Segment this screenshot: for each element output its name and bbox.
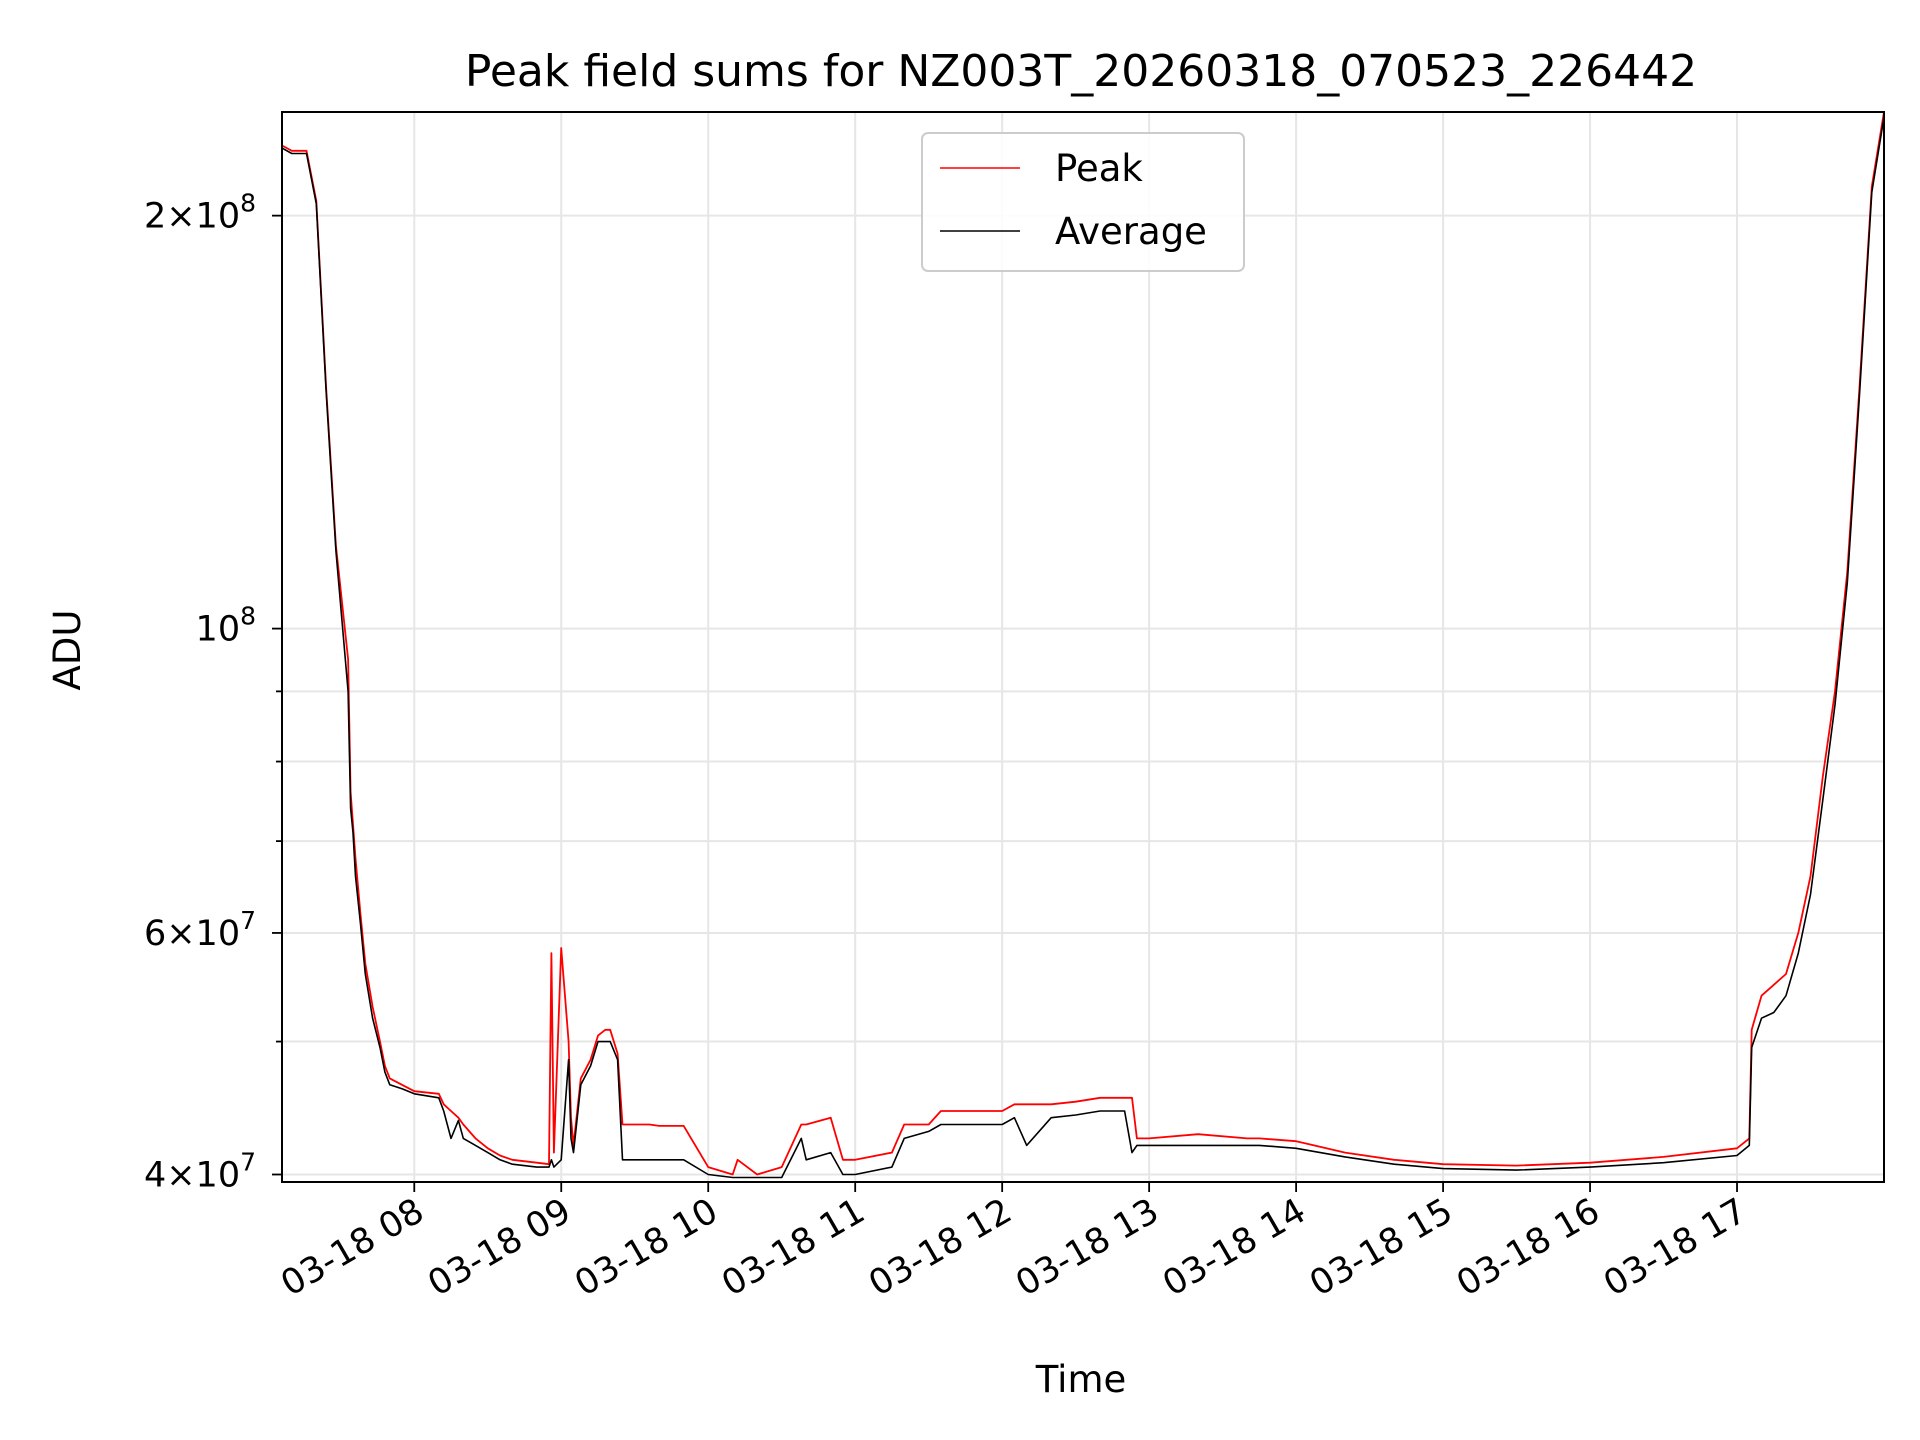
y-tick-label: 108: [196, 602, 256, 650]
legend-label-average: Average: [1055, 210, 1207, 253]
legend-label-peak: Peak: [1055, 147, 1143, 190]
y-axis-label: ADU: [46, 610, 89, 691]
plot-frame: [281, 111, 1885, 1183]
x-axis-label: Time: [1035, 1358, 1127, 1401]
series-lines: [281, 111, 1885, 1179]
y-tick-label: 4×107: [144, 1148, 256, 1196]
y-tick-label: 6×107: [144, 906, 256, 954]
chart-title: Peak field sums for NZ003T_20260318_0705…: [465, 46, 1697, 97]
series-line-peak: [281, 111, 1885, 1176]
legend: Peak Average: [921, 132, 1245, 272]
series-line-average: [281, 116, 1885, 1179]
y-tick-label: 2×108: [144, 189, 256, 237]
